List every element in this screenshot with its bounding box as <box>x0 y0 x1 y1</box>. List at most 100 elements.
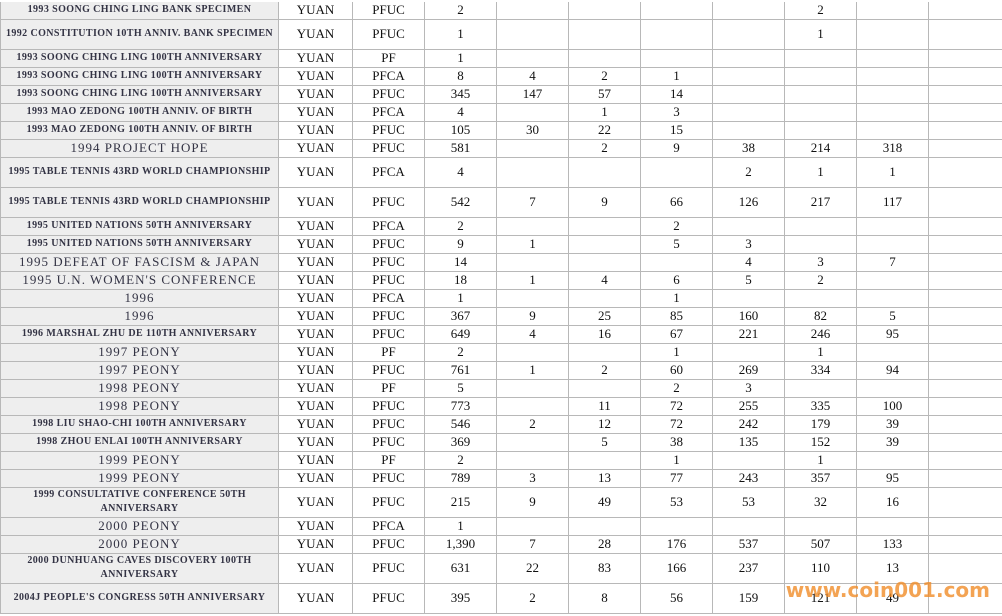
cell: 3 <box>784 252 857 272</box>
table-row: 2000 PEONY YUAN PFUC 1,390 7 28 176 537 507 133 <box>0 534 1002 554</box>
cell <box>928 396 1002 416</box>
cell <box>928 516 1002 536</box>
cell: 49 <box>568 486 641 518</box>
item-name: 1992 CONSTITUTION 10TH ANNIV. BANK SPECI… <box>0 18 279 50</box>
cell: 1 <box>640 450 713 470</box>
cell: 160 <box>712 306 785 326</box>
table-row: 1999 PEONY YUAN PFUC 789 3 13 77 243 357 95 <box>0 468 1002 488</box>
cell: 649 <box>424 324 497 344</box>
cell: 2 <box>712 156 785 188</box>
cell <box>784 66 857 86</box>
item-name: 1998 PEONY <box>0 378 279 398</box>
cell <box>928 252 1002 272</box>
cell: 789 <box>424 468 497 488</box>
item-name: 1995 U.N. WOMEN'S CONFERENCE <box>0 270 279 290</box>
cell <box>928 582 1002 614</box>
cell <box>784 120 857 140</box>
cell: YUAN <box>278 186 353 218</box>
cell: 1 <box>640 288 713 308</box>
cell: 30 <box>496 120 569 140</box>
cell: YUAN <box>278 234 353 254</box>
item-name: 1993 MAO ZEDONG 100TH ANNIV. OF BIRTH <box>0 102 279 122</box>
cell <box>568 18 641 50</box>
cell <box>856 270 929 290</box>
table-row: 1997 PEONY YUAN PFUC 761 1 2 60 269 334 94 <box>0 360 1002 380</box>
cell: YUAN <box>278 324 353 344</box>
cell <box>640 516 713 536</box>
cell: 1 <box>496 270 569 290</box>
item-name: 2000 PEONY <box>0 534 279 554</box>
cell: 18 <box>424 270 497 290</box>
cell: PF <box>352 342 425 362</box>
cell: 9 <box>496 306 569 326</box>
table-row: 1996 YUAN PFUC 367 9 25 85 160 82 5 <box>0 306 1002 326</box>
cell <box>928 306 1002 326</box>
cell: 773 <box>424 396 497 416</box>
cell: 13 <box>856 552 929 584</box>
cell: 14 <box>424 252 497 272</box>
cell <box>928 552 1002 584</box>
cell: 4 <box>568 270 641 290</box>
cell: 2 <box>496 414 569 434</box>
cell: PFUC <box>352 2 425 20</box>
cell: 214 <box>784 138 857 158</box>
cell: 14 <box>640 84 713 104</box>
cell: PF <box>352 48 425 68</box>
item-name: 1995 UNITED NATIONS 50TH ANNIVERSARY <box>0 234 279 254</box>
cell: PFUC <box>352 186 425 218</box>
cell <box>568 378 641 398</box>
cell: PF <box>352 378 425 398</box>
cell <box>496 138 569 158</box>
cell: 105 <box>424 120 497 140</box>
cell <box>712 288 785 308</box>
cell <box>784 516 857 536</box>
table-row: 1993 SOONG CHING LING 100TH ANNIVERSARY Y… <box>0 66 1002 86</box>
item-name: 1995 DEFEAT OF FASCISM & JAPAN <box>0 252 279 272</box>
table-row: 2000 PEONY YUAN PFCA 1 <box>0 516 1002 536</box>
cell: 581 <box>424 138 497 158</box>
item-name: 1997 PEONY <box>0 360 279 380</box>
table-row: 1998 PEONY YUAN PFUC 773 11 72 255 335 100 <box>0 396 1002 416</box>
cell <box>568 450 641 470</box>
cell: 335 <box>784 396 857 416</box>
table-row: 1995 UNITED NATIONS 50TH ANNIVERSARY YUAN… <box>0 216 1002 236</box>
cell: YUAN <box>278 378 353 398</box>
cell: 1 <box>568 102 641 122</box>
cell <box>784 288 857 308</box>
cell <box>568 156 641 188</box>
cell: 3 <box>496 468 569 488</box>
item-name: 2000 PEONY <box>0 516 279 536</box>
item-name: 1996 MARSHAL ZHU DE 110TH ANNIVERSARY <box>0 324 279 344</box>
cell <box>496 102 569 122</box>
cell <box>784 48 857 68</box>
cell: 72 <box>640 414 713 434</box>
cell <box>928 288 1002 308</box>
cell: 5 <box>640 234 713 254</box>
cell: YUAN <box>278 66 353 86</box>
table-row: 1995 DEFEAT OF FASCISM & JAPAN YUAN PFUC 14… <box>0 252 1002 272</box>
table-row: 1993 SOONG CHING LING 100TH ANNIVERSARY Y… <box>0 48 1002 68</box>
cell: PFCA <box>352 66 425 86</box>
cell <box>928 156 1002 188</box>
table-row: 1996 MARSHAL ZHU DE 110TH ANNIVERSARY YUA… <box>0 324 1002 344</box>
cell: PFUC <box>352 468 425 488</box>
item-name: 1995 TABLE TENNIS 43RD WORLD CHAMPIONSHI… <box>0 156 279 188</box>
cell: PFUC <box>352 84 425 104</box>
cell: 32 <box>784 486 857 518</box>
cell: 1 <box>856 156 929 188</box>
table-row: 1999 PEONY YUAN PF 2 1 1 <box>0 450 1002 470</box>
cell: 16 <box>856 486 929 518</box>
cell <box>712 450 785 470</box>
cell: 2 <box>784 2 857 20</box>
cell <box>640 2 713 20</box>
cell: YUAN <box>278 252 353 272</box>
item-name: 1999 CONSULTATIVE CONFERENCE 50TH ANNIVE… <box>0 486 279 518</box>
cell <box>712 216 785 236</box>
table-row: 1993 SOONG CHING LING 100TH ANNIVERSARY Y… <box>0 84 1002 104</box>
cell: PFUC <box>352 582 425 614</box>
cell: 395 <box>424 582 497 614</box>
cell <box>712 48 785 68</box>
cell: 369 <box>424 432 497 452</box>
cell: 94 <box>856 360 929 380</box>
